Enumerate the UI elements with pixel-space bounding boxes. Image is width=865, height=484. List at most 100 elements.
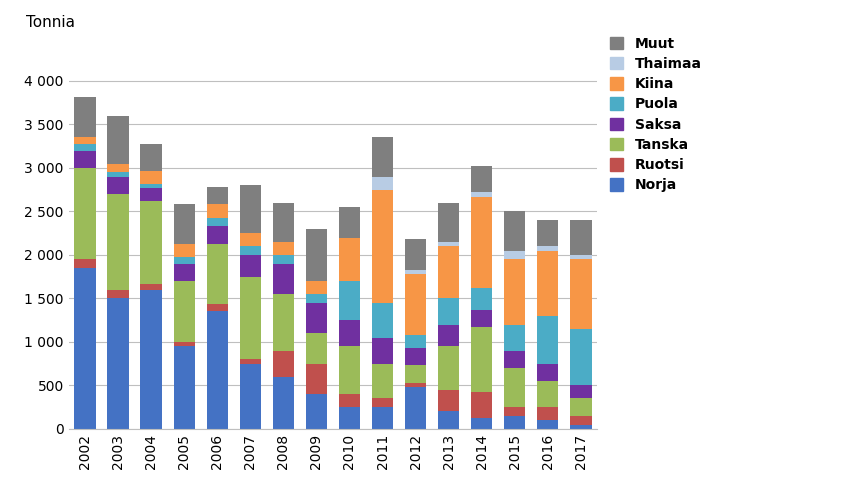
Bar [405, 348, 426, 365]
Bar [537, 251, 559, 316]
Bar [305, 229, 327, 281]
Bar [471, 192, 492, 197]
Bar [240, 277, 261, 359]
Bar [570, 385, 592, 398]
Bar [570, 424, 592, 429]
Bar [339, 207, 360, 238]
Bar [405, 387, 426, 429]
Bar [570, 416, 592, 424]
Bar [207, 243, 228, 304]
Bar [504, 368, 525, 407]
Bar [471, 419, 492, 429]
Bar [107, 177, 129, 194]
Bar [471, 393, 492, 419]
Bar [74, 97, 96, 136]
Bar [272, 203, 294, 242]
Bar [207, 217, 228, 226]
Bar [438, 324, 459, 346]
Bar [74, 144, 96, 151]
Bar [305, 303, 327, 333]
Bar [107, 290, 129, 299]
Bar [372, 303, 394, 337]
Bar [570, 329, 592, 385]
Bar [74, 168, 96, 259]
Bar [504, 259, 525, 324]
Bar [240, 246, 261, 255]
Bar [272, 255, 294, 264]
Bar [174, 204, 195, 243]
Bar [174, 257, 195, 264]
Bar [405, 274, 426, 335]
Bar [537, 220, 559, 246]
Bar [405, 335, 426, 348]
Bar [405, 270, 426, 274]
Bar [74, 136, 96, 144]
Bar [537, 420, 559, 429]
Bar [438, 390, 459, 411]
Bar [504, 324, 525, 350]
Bar [207, 312, 228, 429]
Bar [405, 239, 426, 270]
Bar [339, 238, 360, 281]
Bar [339, 407, 360, 429]
Bar [240, 363, 261, 429]
Bar [305, 333, 327, 363]
Bar [438, 411, 459, 429]
Bar [438, 346, 459, 390]
Bar [174, 342, 195, 346]
Bar [305, 281, 327, 294]
Bar [174, 281, 195, 342]
Bar [372, 407, 394, 429]
Bar [74, 151, 96, 168]
Bar [372, 337, 394, 363]
Bar [537, 407, 559, 420]
Bar [272, 377, 294, 429]
Bar [174, 264, 195, 281]
Bar [305, 363, 327, 394]
Bar [240, 185, 261, 233]
Bar [339, 394, 360, 407]
Bar [107, 172, 129, 177]
Bar [504, 407, 525, 416]
Bar [140, 284, 162, 290]
Bar [438, 203, 459, 242]
Bar [107, 194, 129, 290]
Bar [107, 116, 129, 164]
Bar [570, 398, 592, 416]
Text: Tonnia: Tonnia [26, 15, 75, 30]
Bar [339, 320, 360, 346]
Legend: Muut, Thaimaa, Kiina, Puola, Saksa, Tanska, Ruotsi, Norja: Muut, Thaimaa, Kiina, Puola, Saksa, Tans… [610, 37, 702, 192]
Bar [438, 299, 459, 324]
Bar [570, 255, 592, 259]
Bar [140, 183, 162, 188]
Bar [272, 294, 294, 350]
Bar [140, 188, 162, 201]
Bar [74, 259, 96, 268]
Bar [537, 381, 559, 407]
Bar [272, 264, 294, 294]
Bar [504, 212, 525, 251]
Bar [140, 170, 162, 183]
Bar [107, 299, 129, 429]
Bar [537, 246, 559, 251]
Bar [405, 383, 426, 387]
Bar [272, 242, 294, 255]
Bar [372, 398, 394, 407]
Bar [471, 310, 492, 327]
Bar [372, 190, 394, 303]
Bar [272, 350, 294, 377]
Bar [305, 394, 327, 429]
Bar [504, 251, 525, 259]
Bar [174, 346, 195, 429]
Bar [471, 288, 492, 310]
Bar [240, 255, 261, 277]
Bar [305, 294, 327, 303]
Bar [372, 363, 394, 398]
Bar [438, 246, 459, 299]
Bar [471, 327, 492, 393]
Bar [339, 281, 360, 320]
Bar [504, 350, 525, 368]
Bar [140, 290, 162, 429]
Bar [339, 346, 360, 394]
Bar [207, 226, 228, 243]
